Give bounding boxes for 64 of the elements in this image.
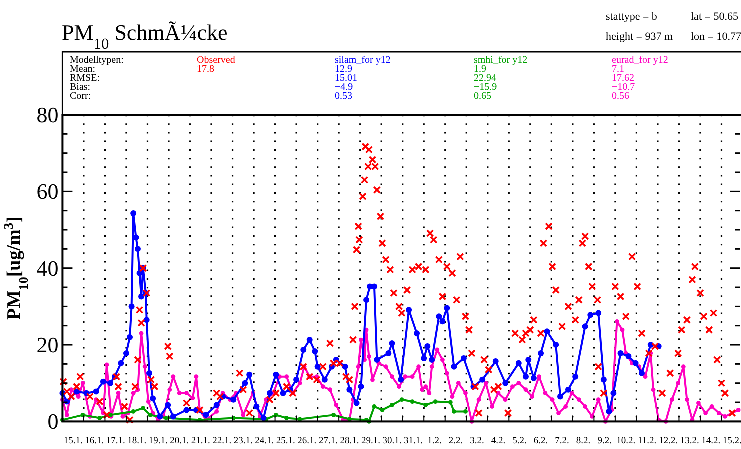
text: 15.01 (335, 73, 358, 84)
text: Mean: (70, 64, 96, 75)
x-tick-label: 8.2. (576, 436, 591, 447)
text: 17.8 (197, 64, 214, 75)
x-tick-label: 28.1. (340, 436, 360, 447)
y-tick-label: 40 (36, 256, 59, 281)
x-tick-label: 20.1. (170, 436, 190, 447)
text: 1.9 (474, 64, 486, 75)
x-tick-label: 29.1. (361, 436, 380, 447)
text: smhi_for y12 (474, 55, 528, 66)
text: silam_for y12 (335, 55, 391, 66)
x-tick-label: 27.1. (318, 436, 338, 447)
text: Corr: (70, 91, 92, 102)
text: stattype = b (606, 11, 658, 23)
x-tick-label: 3.2. (470, 436, 484, 447)
x-tick-label: 26.1. (298, 436, 317, 447)
text: 0.56 (612, 91, 630, 102)
x-tick-label: 25.1. (276, 436, 296, 447)
text: −10.7 (612, 82, 636, 93)
x-tick-label: 10.2. (616, 436, 636, 447)
text: RMSE: (70, 73, 100, 84)
text: lat = 50.65 (691, 11, 739, 23)
y-tick-label: 60 (36, 179, 59, 204)
text: Observed (197, 55, 236, 66)
x-tick-label: 7.2. (555, 436, 570, 447)
x-tick-label: 30.1. (382, 436, 402, 447)
x-tick-label: 16.1. (85, 436, 104, 447)
text: 0.53 (335, 91, 352, 102)
x-tick-label: 22.1. (212, 436, 232, 447)
x-tick-label: 4.2. (491, 436, 506, 447)
x-tick-label: 18.1. (128, 436, 147, 447)
y-tick-label: 20 (36, 332, 59, 358)
y-tick-label: 80 (36, 102, 59, 128)
text: −15.9 (474, 82, 498, 93)
text: Modelltypen: (70, 55, 124, 66)
x-tick-label: 13.2. (680, 436, 700, 447)
x-tick-label: 2.2. (448, 436, 464, 447)
x-tick-label: 5.2. (512, 436, 527, 447)
x-tick-label: 15.2. (722, 436, 741, 447)
x-tick-label: 21.1. (191, 436, 210, 447)
text: lon = 10.77 (691, 31, 741, 43)
x-tick-label: 11.2. (638, 436, 657, 447)
x-tick-label: 31.1. (404, 436, 423, 447)
y-tick-label: 0 (48, 409, 59, 434)
x-tick-label: 6.2. (534, 436, 548, 447)
text: 22.94 (474, 73, 496, 84)
text: 0.65 (474, 91, 492, 102)
text: 7.1 (612, 64, 624, 75)
x-tick-label: 14.2. (702, 436, 721, 447)
text: 17.62 (612, 73, 634, 84)
x-tick-label: 9.2. (598, 436, 612, 447)
text: Bias: (70, 82, 91, 93)
x-tick-label: 17.1. (106, 436, 126, 447)
text: −4.9 (335, 82, 354, 93)
x-tick-label: 19.1. (148, 436, 168, 447)
text: 12.9 (335, 64, 352, 75)
x-tick-label: 1.2. (428, 436, 442, 447)
x-tick-label: 23.1. (234, 436, 253, 447)
x-tick-label: 12.2. (659, 436, 678, 447)
text: eurad_for y12 (612, 55, 668, 66)
chart-title: PM$_{10}$ SchmÃ¼cke (62, 20, 228, 52)
x-tick-label: 24.1. (255, 436, 274, 447)
x-tick-label: 15.1. (64, 436, 83, 447)
text: height = 937 m (606, 31, 674, 43)
